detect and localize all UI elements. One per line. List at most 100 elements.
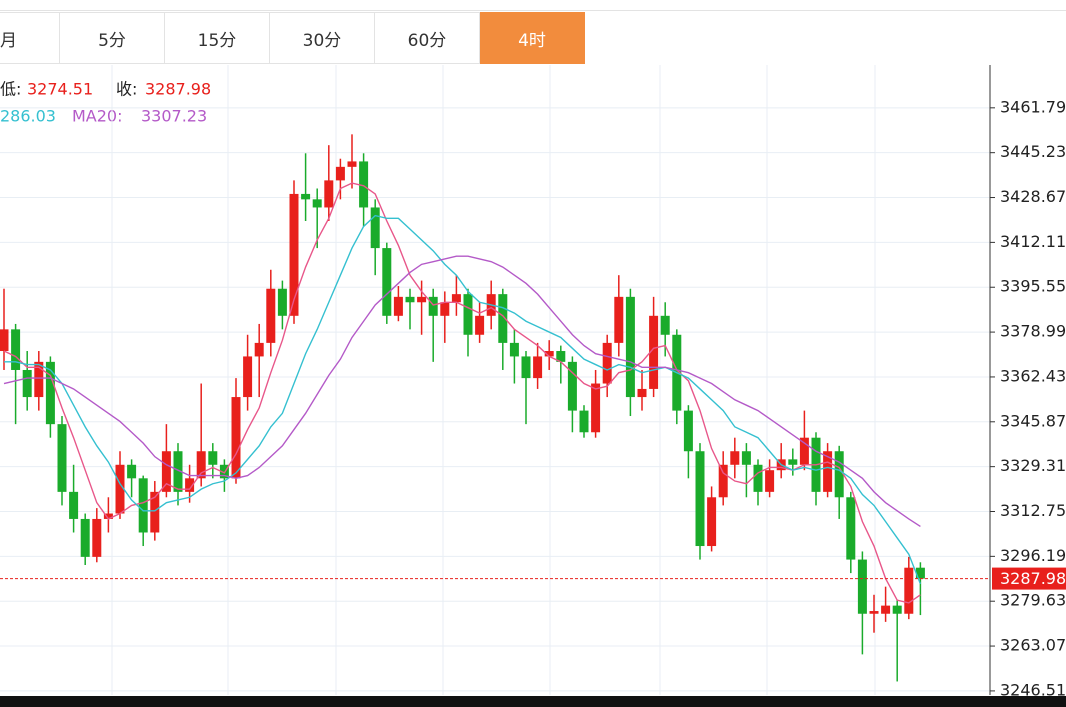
candle-body xyxy=(869,611,879,614)
candle-body xyxy=(277,288,287,316)
y-tick-label: 3312.75 xyxy=(1000,501,1066,520)
tab[interactable]: 4时 xyxy=(480,12,585,64)
y-tick-label: 3461.79 xyxy=(1000,97,1066,116)
ma10-value: 286.03 xyxy=(0,107,56,126)
candle-body xyxy=(370,207,380,249)
candle-body xyxy=(243,356,253,398)
candle-body xyxy=(765,470,775,492)
candle-body xyxy=(22,369,32,398)
candle-body xyxy=(451,294,461,303)
candle-body xyxy=(498,294,508,343)
candle-body xyxy=(544,351,554,357)
candle-body xyxy=(660,315,670,335)
y-tick-label: 3428.67 xyxy=(1000,187,1066,206)
candle-body xyxy=(753,464,763,492)
candle-body xyxy=(625,296,635,398)
candle-body xyxy=(196,451,206,479)
candle-body xyxy=(80,518,90,557)
candle-body xyxy=(312,199,322,208)
ma20-value: 3307.23 xyxy=(141,107,207,126)
ma20-label: MA20: xyxy=(72,107,123,126)
candle-body xyxy=(208,451,218,465)
candle-body xyxy=(602,342,612,384)
price-tag xyxy=(992,567,1066,590)
y-tick-label: 3362.43 xyxy=(1000,366,1066,385)
candle-body xyxy=(115,464,125,514)
close-label: 收: xyxy=(116,80,137,99)
tab[interactable]: 15分 xyxy=(165,12,270,64)
candle-body xyxy=(463,294,473,335)
candle-body xyxy=(335,166,345,181)
candle-body xyxy=(219,464,229,479)
candle-body xyxy=(707,497,717,547)
candle-body xyxy=(881,605,891,614)
tab[interactable]: 60分 xyxy=(375,12,480,64)
candle-body xyxy=(45,361,55,425)
candle-body xyxy=(567,361,577,411)
candle-body xyxy=(393,296,403,316)
low-label: 低: xyxy=(0,80,21,99)
y-tick-label: 3246.51 xyxy=(1000,680,1066,699)
candle-body xyxy=(730,451,740,465)
candle-body xyxy=(521,356,531,379)
candle-body xyxy=(185,478,195,492)
candle-body xyxy=(301,193,311,200)
candle-body xyxy=(173,451,183,492)
tab[interactable]: 5分 xyxy=(60,12,165,64)
candle-body xyxy=(254,342,264,357)
candle-body xyxy=(614,296,624,343)
candle-body xyxy=(150,491,160,533)
ma-line xyxy=(4,214,922,585)
tab[interactable]: 30分 xyxy=(270,12,375,64)
candle-body xyxy=(382,248,392,316)
candle-body xyxy=(695,451,705,547)
candle-body xyxy=(417,296,427,303)
candle-body xyxy=(324,180,334,208)
y-tick-label: 3345.87 xyxy=(1000,411,1066,430)
low-value: 3274.51 xyxy=(27,80,93,99)
candle-body xyxy=(103,513,113,519)
candle-body xyxy=(475,315,485,335)
candle-body xyxy=(266,288,276,343)
candle-body xyxy=(347,161,357,167)
candle-body xyxy=(359,161,369,208)
candle-body xyxy=(428,296,438,316)
candle-body xyxy=(0,329,9,352)
candle-body xyxy=(138,478,148,533)
price-tag-label: 3287.98 xyxy=(1000,569,1066,588)
tab[interactable]: 月 xyxy=(0,12,60,64)
candle-body xyxy=(591,383,601,433)
candle-body xyxy=(857,559,867,614)
candle-body xyxy=(231,397,241,479)
candle-body xyxy=(556,351,566,362)
candle-body xyxy=(823,451,833,492)
candle-body xyxy=(788,459,798,465)
candle-body xyxy=(405,296,415,303)
candle-body xyxy=(127,464,137,479)
y-tick-label: 3296.19 xyxy=(1000,546,1066,565)
candle-body xyxy=(533,356,543,379)
candle-body xyxy=(915,567,925,579)
bottom-bar xyxy=(0,696,1066,707)
candle-body xyxy=(683,410,693,452)
candle-body xyxy=(92,518,102,557)
candle-body xyxy=(718,464,728,498)
candle-body xyxy=(289,193,299,316)
y-tick-label: 3263.07 xyxy=(1000,636,1066,655)
candle-body xyxy=(579,410,589,433)
y-tick-label: 3395.55 xyxy=(1000,277,1066,296)
candle-body xyxy=(440,302,450,316)
y-tick-label: 3279.63 xyxy=(1000,591,1066,610)
y-tick-label: 3412.11 xyxy=(1000,232,1066,251)
candle-body xyxy=(11,329,21,370)
tab-bar: 月 5分 15分 30分 60分 4时 xyxy=(0,12,585,65)
y-tick-label: 3329.31 xyxy=(1000,456,1066,475)
candle-body xyxy=(834,451,844,498)
candle-body xyxy=(637,388,647,398)
candle-body xyxy=(161,451,171,492)
candle-body xyxy=(57,424,67,492)
ma-line xyxy=(3,182,921,604)
candle-body xyxy=(34,361,44,398)
y-tick-label: 3445.23 xyxy=(1000,142,1066,161)
